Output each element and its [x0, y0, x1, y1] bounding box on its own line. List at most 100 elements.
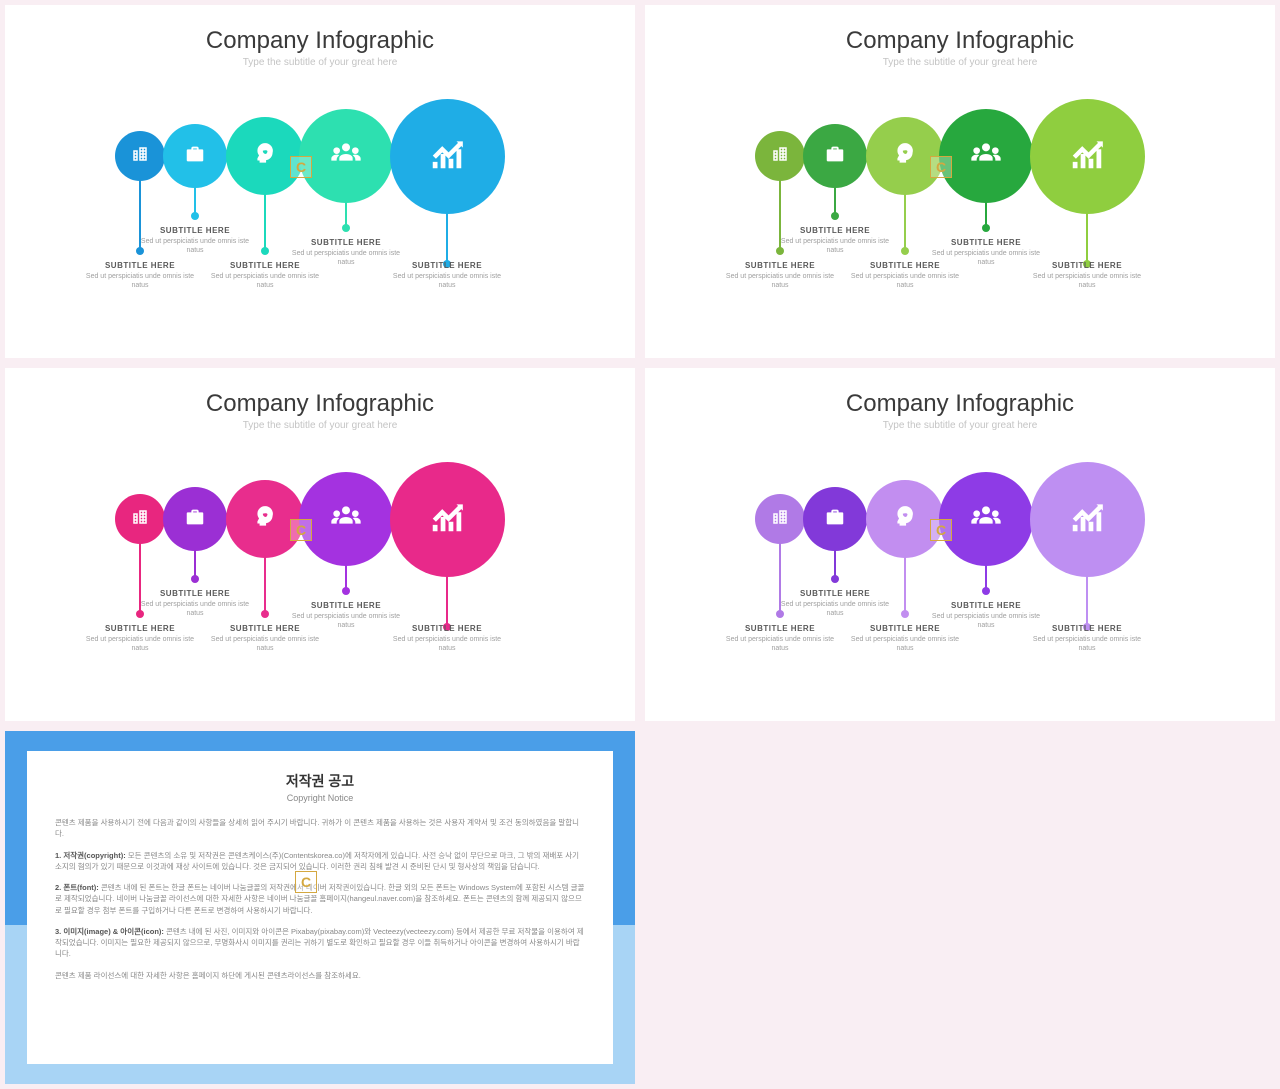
slide-copyright: 저작권 공고 Copyright Notice 콘텐츠 제품을 사용하시기 전에… — [5, 731, 635, 1084]
bubble-icon — [771, 145, 789, 168]
bubble-label-desc: Sed ut perspiciatis unde omnis iste natu… — [1032, 635, 1142, 653]
bubble-dot — [191, 212, 199, 220]
copyright-paragraph: 콘텐츠 제품 라이선스에 대한 자세한 사항은 홈페이지 하단에 게시된 콘텐츠… — [55, 970, 585, 981]
bubble-label: SUBTITLE HERE Sed ut perspiciatis unde om… — [85, 624, 195, 653]
bubble-label-title: SUBTITLE HERE — [1032, 624, 1142, 633]
bubble — [163, 487, 227, 551]
slide-subtitle: Type the subtitle of your great here — [645, 420, 1275, 431]
bubble-label: SUBTITLE HERE Sed ut perspiciatis unde om… — [780, 589, 890, 618]
bubble — [939, 109, 1033, 203]
bubble-icon — [184, 143, 206, 170]
copyright-body: 콘텐츠 제품을 사용하시기 전에 다음과 같이의 사항들을 상세히 읽어 주시기… — [55, 817, 585, 981]
bubble-icon — [428, 135, 466, 178]
slide-title: Company Infographic — [645, 390, 1275, 418]
slide-3: Company Infographic Type the subtitle of… — [5, 368, 635, 721]
bubble-label-desc: Sed ut perspiciatis unde omnis iste natu… — [140, 237, 250, 255]
copyright-paragraph: 1. 저작권(copyright): 모든 콘텐츠의 소유 및 저작권은 콘텐츠… — [55, 850, 585, 873]
slide-title: Company Infographic — [5, 390, 635, 418]
copyright-panel: 저작권 공고 Copyright Notice 콘텐츠 제품을 사용하시기 전에… — [27, 751, 613, 1064]
bubble-icon — [892, 141, 918, 172]
bubble-label-title: SUBTITLE HERE — [780, 589, 890, 598]
slide-subtitle: Type the subtitle of your great here — [5, 57, 635, 68]
slide-4: Company Infographic Type the subtitle of… — [645, 368, 1275, 721]
slide-2: Company Infographic Type the subtitle of… — [645, 5, 1275, 358]
bubble — [1030, 462, 1145, 577]
bubble-dot — [831, 575, 839, 583]
empty-cell — [645, 731, 1275, 1084]
copyright-paragraph: 2. 폰트(font): 콘텐츠 내에 된 폰트는 한글 폰트는 네이버 나눔글… — [55, 882, 585, 916]
bubble-icon — [428, 498, 466, 541]
slide-1: Company Infographic Type the subtitle of… — [5, 5, 635, 358]
bubble-label-desc: Sed ut perspiciatis unde omnis iste natu… — [1032, 272, 1142, 290]
bubble-icon — [252, 504, 278, 535]
bubble-label-title: SUBTITLE HERE — [85, 624, 195, 633]
bubble-dot — [261, 247, 269, 255]
bubble-label: SUBTITLE HERESed ut perspiciatis unde om… — [392, 624, 502, 653]
bubbles-area-1: SUBTITLE HERE Sed ut perspiciatis unde om… — [5, 86, 635, 276]
watermark-icon: C — [930, 519, 952, 541]
copyright-paragraph: 3. 이미지(image) & 아이콘(icon): 콘텐츠 내에 된 사진, … — [55, 926, 585, 960]
bubble-label: SUBTITLE HERE Sed ut perspiciatis unde om… — [1032, 261, 1142, 290]
bubble-icon — [1068, 135, 1106, 178]
bubble — [939, 472, 1033, 566]
bubble-icon — [184, 506, 206, 533]
bubble-label: SUBTITLE HERE Sed ut perspiciatis unde om… — [1032, 624, 1142, 653]
bubble-icon — [824, 506, 846, 533]
bubble-label-title: SUBTITLE HERE — [140, 589, 250, 598]
bubble-dot — [982, 587, 990, 595]
bubble-icon — [1068, 498, 1106, 541]
bubble — [803, 487, 867, 551]
bubble-dot — [342, 224, 350, 232]
copyright-paragraph: 콘텐츠 제품을 사용하시기 전에 다음과 같이의 사항들을 상세히 읽어 주시기… — [55, 817, 585, 840]
bubble-label-desc: Sed ut perspiciatis unde omnis iste natu… — [931, 612, 1041, 630]
copyright-title: 저작권 공고 — [55, 771, 585, 791]
slide-subtitle: Type the subtitle of your great here — [5, 420, 635, 431]
bubble-icon — [970, 501, 1002, 538]
bubble-dot — [982, 224, 990, 232]
bubble — [299, 109, 393, 203]
bubble-label: SUBTITLE HERESed ut perspiciatis unde om… — [725, 624, 835, 653]
bubble-label-desc: Sed ut perspiciatis unde omnis iste natu… — [725, 635, 835, 653]
bubbles-area-4: SUBTITLE HERESed ut perspiciatis unde om… — [645, 449, 1275, 639]
bubble-label: SUBTITLE HERESed ut perspiciatis unde om… — [780, 226, 890, 255]
bubble-label-title: SUBTITLE HERE — [291, 601, 401, 610]
watermark-icon: C — [930, 156, 952, 178]
bubble-icon — [131, 508, 149, 531]
bubble-label-title: SUBTITLE HERE — [140, 226, 250, 235]
bubble-label: SUBTITLE HERE Sed ut perspiciatis unde om… — [140, 226, 250, 255]
bubble-dot — [191, 575, 199, 583]
bubble-label-desc: Sed ut perspiciatis unde omnis iste natu… — [140, 600, 250, 618]
bubble-label-desc: Sed ut perspiciatis unde omnis iste natu… — [85, 635, 195, 653]
slide-subtitle: Type the subtitle of your great here — [645, 57, 1275, 68]
bubble-icon — [252, 141, 278, 172]
slide-title: Company Infographic — [645, 27, 1275, 55]
bubble-icon — [330, 138, 362, 175]
bubble — [1030, 99, 1145, 214]
bubble-label: SUBTITLE HERE Sed ut perspiciatis unde om… — [931, 601, 1041, 630]
copyright-sub: Copyright Notice — [55, 793, 585, 803]
bubble-icon — [771, 508, 789, 531]
bubble — [163, 124, 227, 188]
bubble — [755, 494, 805, 544]
bubble-label-title: SUBTITLE HERE — [392, 261, 502, 270]
bubble-label-title: SUBTITLE HERE — [1032, 261, 1142, 270]
bubbles-area-3: SUBTITLE HERE Sed ut perspiciatis unde om… — [5, 449, 635, 639]
bubble — [755, 131, 805, 181]
bubble — [115, 494, 165, 544]
bubble-label-title: SUBTITLE HERE — [725, 261, 835, 270]
bubble-label-desc: Sed ut perspiciatis unde omnis iste natu… — [850, 635, 960, 653]
bubble-label-desc: Sed ut perspiciatis unde omnis iste natu… — [780, 600, 890, 618]
bubble-label-title: SUBTITLE HERE — [85, 261, 195, 270]
bubble — [390, 462, 505, 577]
bubble-icon — [330, 501, 362, 538]
bubble-dot — [901, 247, 909, 255]
bubble — [803, 124, 867, 188]
bubble-label-title: SUBTITLE HERE — [931, 238, 1041, 247]
bubble-label-title: SUBTITLE HERE — [392, 624, 502, 633]
watermark-icon: C — [295, 871, 317, 893]
bubble-label-desc: Sed ut perspiciatis unde omnis iste natu… — [931, 249, 1041, 267]
bubble-label-title: SUBTITLE HERE — [931, 601, 1041, 610]
bubble-icon — [131, 145, 149, 168]
bubble — [390, 99, 505, 214]
bubble-label: SUBTITLE HERESed ut perspiciatis unde om… — [291, 238, 401, 267]
